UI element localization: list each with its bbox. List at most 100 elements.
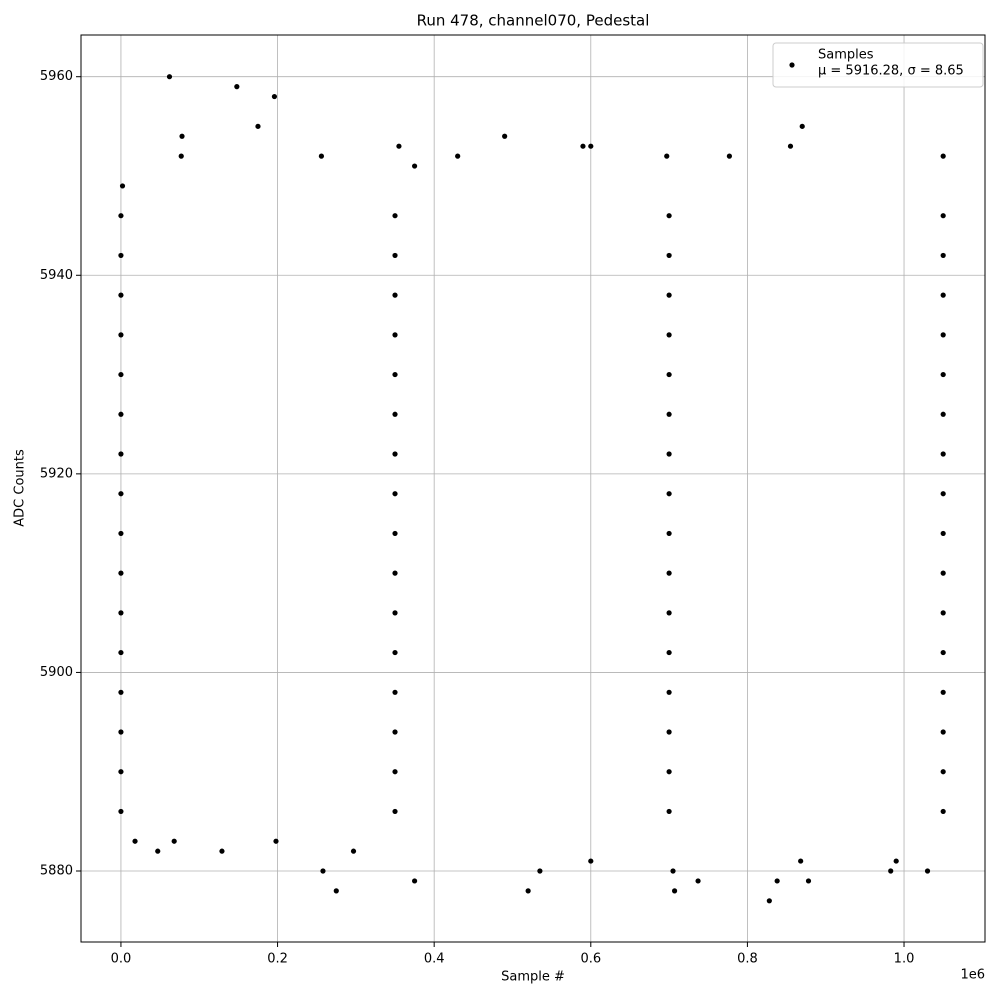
data-point — [940, 252, 946, 259]
data-point — [318, 153, 325, 159]
data-point — [940, 649, 946, 656]
data-point — [392, 570, 398, 576]
data-point — [666, 332, 672, 338]
data-point — [787, 143, 794, 149]
data-point — [392, 292, 398, 298]
data-point — [119, 183, 126, 189]
data-point — [255, 123, 261, 129]
data-point — [118, 530, 124, 537]
x-tick-label: 0.2 — [267, 952, 288, 967]
data-point — [118, 371, 124, 378]
data-point — [666, 808, 672, 815]
data-point — [392, 610, 398, 616]
data-point — [537, 868, 543, 874]
data-point — [670, 868, 676, 874]
data-point — [411, 163, 418, 169]
legend-note: μ = 5916.28, σ = 8.65 — [818, 64, 964, 79]
data-point — [940, 769, 946, 775]
data-point — [392, 371, 398, 378]
data-point — [455, 153, 461, 159]
data-point — [664, 153, 670, 159]
x-axis-label: Sample # — [501, 970, 565, 985]
data-point — [392, 332, 398, 338]
data-point — [940, 729, 946, 735]
data-point — [118, 213, 124, 219]
x-tick-label: 0.4 — [424, 952, 445, 967]
data-point — [666, 213, 672, 219]
data-point — [940, 570, 946, 576]
x-tick-label: 0.6 — [580, 952, 601, 967]
data-point — [666, 530, 672, 537]
data-point — [666, 649, 672, 656]
data-point — [118, 769, 124, 775]
data-point — [273, 838, 279, 844]
data-point — [118, 292, 124, 298]
chart-title: Run 478, channel070, Pedestal — [417, 12, 650, 30]
data-point — [118, 332, 124, 338]
data-point — [666, 292, 672, 298]
data-point — [502, 133, 508, 139]
data-point — [171, 838, 177, 844]
data-point — [118, 610, 124, 616]
data-point — [320, 868, 326, 874]
data-point — [588, 858, 594, 864]
data-point — [666, 729, 672, 735]
data-point — [798, 858, 804, 864]
data-point — [940, 689, 946, 695]
data-point — [580, 143, 586, 149]
data-point — [695, 878, 701, 884]
data-point — [666, 689, 672, 695]
x-tick-label: 0.8 — [737, 952, 758, 967]
data-point — [888, 868, 894, 874]
data-point — [666, 252, 672, 259]
x-tick-label: 1.0 — [894, 952, 915, 967]
data-point — [392, 769, 398, 775]
data-point — [132, 838, 138, 844]
legend-label: Samples — [818, 48, 874, 63]
data-point — [666, 451, 672, 457]
plot-area: 0.0 0.2 0.4 0.6 0.8 1.0 5880 5900 5920 5940 5960 Sa… — [40, 34, 986, 967]
data-point — [666, 610, 672, 616]
y-axis-label: ADC Counts — [13, 449, 28, 527]
data-point — [940, 292, 946, 298]
legend-marker — [789, 62, 795, 68]
data-point — [392, 213, 398, 219]
data-point — [940, 451, 946, 457]
data-point — [799, 123, 805, 129]
data-point — [118, 451, 124, 457]
data-point — [118, 649, 124, 656]
y-tick-label: 5900 — [40, 665, 73, 680]
data-point — [118, 729, 124, 735]
data-point — [666, 491, 672, 497]
data-point — [666, 411, 672, 417]
data-point — [392, 411, 398, 417]
data-point — [940, 808, 946, 815]
data-point — [118, 808, 124, 815]
data-point — [392, 808, 398, 815]
data-point — [118, 411, 124, 417]
data-point — [666, 371, 672, 378]
data-point — [396, 143, 402, 149]
data-point — [940, 530, 946, 537]
data-point — [392, 689, 398, 695]
data-point — [118, 689, 124, 695]
y-tick-label: 5940 — [40, 268, 73, 283]
plot-frame — [80, 34, 986, 943]
data-point — [940, 332, 946, 338]
y-tick-label: 5920 — [40, 466, 73, 481]
data-point — [392, 530, 398, 537]
x-tick-label: 0.0 — [111, 952, 132, 967]
data-point — [118, 570, 124, 576]
data-point — [940, 411, 946, 417]
data-point — [766, 898, 772, 904]
data-point — [940, 491, 946, 497]
data-point — [940, 371, 946, 378]
data-point — [774, 878, 780, 884]
data-point — [805, 878, 812, 884]
data-point — [525, 888, 531, 894]
data-point — [411, 878, 418, 884]
y-tick-label: 5880 — [40, 864, 73, 879]
data-point — [178, 153, 184, 159]
